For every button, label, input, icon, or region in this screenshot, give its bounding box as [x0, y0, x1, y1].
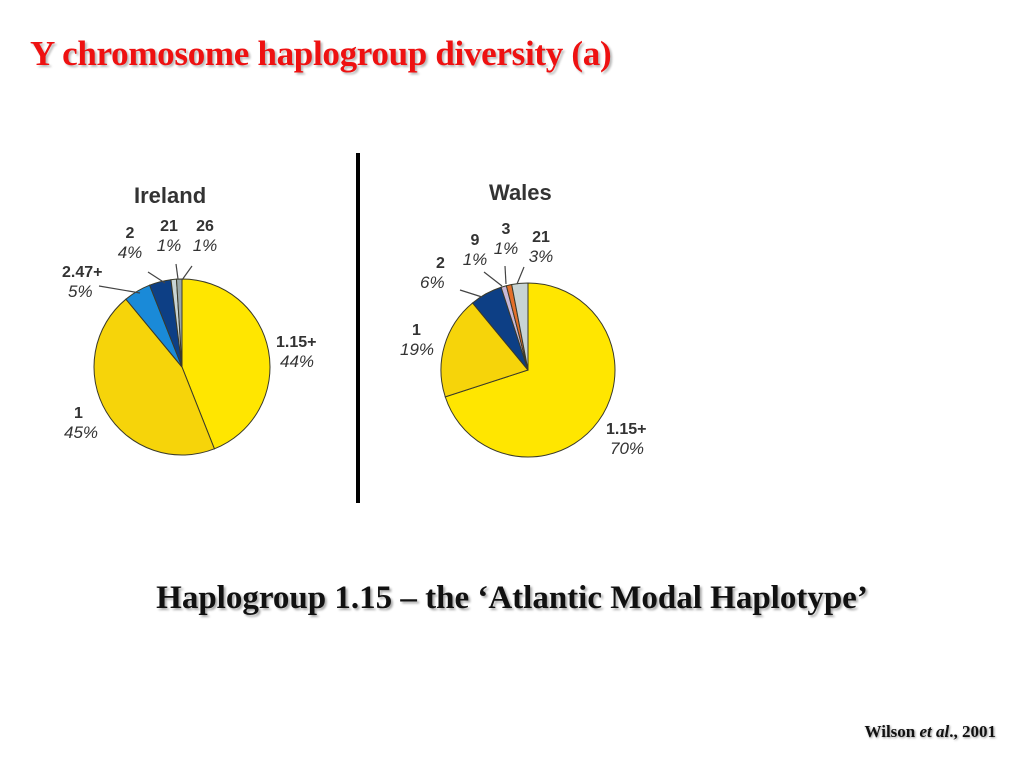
leader-lines — [98, 263, 525, 298]
label-wal-2: 2 6% — [420, 255, 445, 292]
label-ire-2.47: 2.47+ 5% — [62, 264, 103, 301]
ireland-pie-chart — [93, 278, 271, 456]
leader-ire-26 — [181, 265, 193, 281]
ireland-title: Ireland — [134, 183, 207, 208]
leader-wal-9 — [483, 271, 503, 287]
wales-pie-chart — [440, 282, 616, 458]
leader-ire-21 — [175, 263, 179, 280]
label-wal-3: 3 1% — [493, 221, 519, 258]
label-ire-1: 1 45% — [64, 405, 99, 442]
label-ire-2: 2 4% — [117, 225, 143, 262]
slide-title: Y chromosome haplogroup diversity (a) — [30, 34, 612, 73]
leader-wal-2 — [459, 289, 483, 298]
label-wal-1: 1 19% — [400, 322, 435, 359]
citation: Wilson et al., 2001 — [864, 722, 996, 741]
pie-slice-1 — [93, 298, 216, 456]
wales-title: Wales — [489, 180, 552, 205]
label-wal-9: 9 1% — [462, 232, 488, 269]
label-ire-1.15: 1.15+ 44% — [276, 334, 317, 371]
label-ire-26: 26 1% — [192, 218, 218, 255]
leader-ire-2 — [147, 271, 166, 284]
pie-slice-1.15+ — [444, 282, 616, 458]
leader-wal-3 — [504, 265, 507, 285]
label-wal-21: 21 3% — [528, 229, 554, 266]
slide-subtitle: Haplogroup 1.15 – the ‘Atlantic Modal Ha… — [156, 580, 868, 616]
vertical-divider — [356, 153, 360, 503]
label-ire-21: 21 1% — [156, 218, 182, 255]
leader-2.47 — [98, 285, 141, 294]
pie-slice-21 — [511, 282, 529, 371]
pie-slice-1.15+ — [181, 278, 271, 450]
label-wal-1.15: 1.15+ 70% — [606, 421, 647, 458]
leader-wal-21 — [516, 266, 525, 285]
pie-slice-1 — [440, 302, 529, 398]
